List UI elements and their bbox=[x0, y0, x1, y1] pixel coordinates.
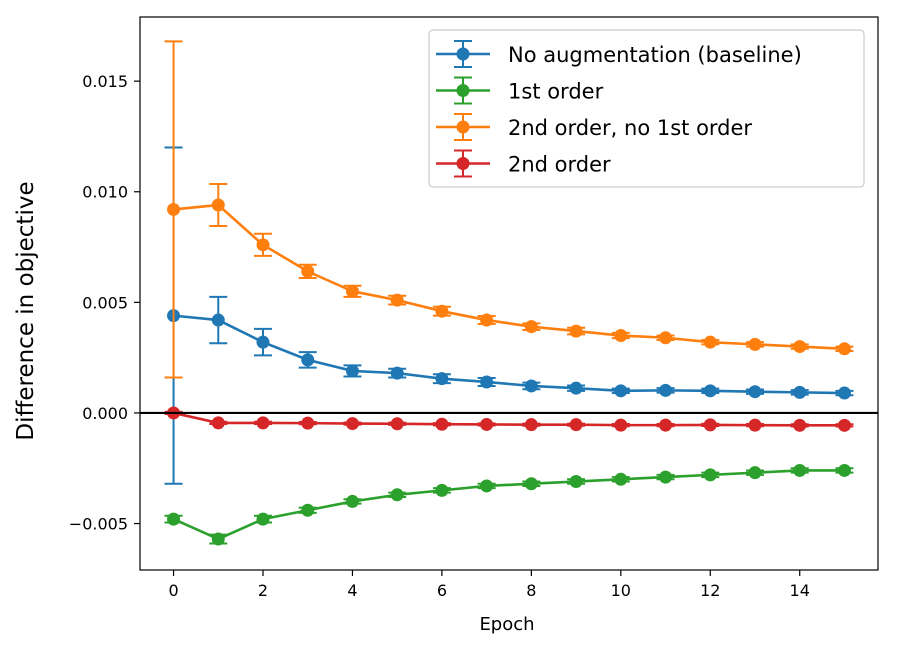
data-point bbox=[256, 416, 270, 430]
data-point bbox=[345, 364, 359, 378]
data-point bbox=[524, 320, 538, 334]
data-point bbox=[837, 418, 851, 432]
data-point bbox=[390, 417, 404, 431]
data-point bbox=[569, 418, 583, 432]
data-point bbox=[390, 366, 404, 380]
series-2nd-order bbox=[164, 406, 854, 432]
legend-label: 2nd order, no 1st order bbox=[508, 116, 752, 140]
legend-marker bbox=[456, 47, 470, 61]
data-point bbox=[256, 335, 270, 349]
data-point bbox=[301, 353, 315, 367]
data-point bbox=[211, 198, 225, 212]
y-tick-label: 0.010 bbox=[82, 183, 128, 202]
y-axis-label: Difference in objective bbox=[13, 181, 39, 440]
data-point bbox=[614, 418, 628, 432]
data-point bbox=[837, 386, 851, 400]
data-point bbox=[748, 337, 762, 351]
data-point bbox=[659, 470, 673, 484]
data-point bbox=[167, 202, 181, 216]
data-point bbox=[435, 372, 449, 386]
data-point bbox=[524, 379, 538, 393]
data-point bbox=[256, 512, 270, 526]
data-point bbox=[211, 532, 225, 546]
x-tick-label: 6 bbox=[437, 581, 447, 600]
y-tick-label: −0.005 bbox=[69, 515, 128, 534]
data-point bbox=[524, 418, 538, 432]
data-point bbox=[748, 385, 762, 399]
data-point bbox=[748, 466, 762, 480]
data-point bbox=[569, 381, 583, 395]
y-tick-label: 0.005 bbox=[82, 293, 128, 312]
data-point bbox=[793, 463, 807, 477]
data-point bbox=[793, 340, 807, 354]
x-tick-label: 0 bbox=[168, 581, 178, 600]
series-2nd-order-no-1st-order bbox=[164, 40, 854, 379]
data-point bbox=[301, 503, 315, 517]
legend: No augmentation (baseline) 1st order 2nd o… bbox=[428, 29, 865, 188]
data-point bbox=[524, 477, 538, 491]
data-point bbox=[659, 418, 673, 432]
x-tick-label: 4 bbox=[347, 581, 357, 600]
data-point bbox=[659, 383, 673, 397]
data-point bbox=[614, 472, 628, 486]
series-line bbox=[173, 314, 845, 395]
axis-ticks: 0 2 4 6 8 10 12 14 −0.005 0.000 0.005 0.010 0.015 bbox=[69, 72, 810, 600]
legend-label: No augmentation (baseline) bbox=[508, 43, 802, 67]
legend-label: 1st order bbox=[508, 80, 604, 104]
y-tick-label: 0.015 bbox=[82, 72, 128, 91]
plot-marks bbox=[164, 40, 854, 546]
data-point bbox=[703, 335, 717, 349]
data-point bbox=[211, 313, 225, 327]
data-point bbox=[703, 384, 717, 398]
data-point bbox=[703, 468, 717, 482]
x-axis-label: Epoch bbox=[479, 614, 534, 635]
series-line bbox=[173, 411, 845, 427]
data-point bbox=[256, 238, 270, 252]
data-point bbox=[435, 483, 449, 497]
legend-marker bbox=[456, 84, 470, 97]
data-point bbox=[837, 463, 851, 477]
data-point bbox=[659, 331, 673, 345]
legend-marker bbox=[456, 120, 470, 134]
data-point bbox=[301, 264, 315, 278]
data-point bbox=[480, 313, 494, 327]
data-point bbox=[435, 304, 449, 318]
data-point bbox=[569, 475, 583, 489]
data-point bbox=[167, 512, 181, 526]
data-point bbox=[390, 488, 404, 502]
data-point bbox=[480, 375, 494, 389]
data-point bbox=[793, 418, 807, 432]
data-point bbox=[614, 384, 628, 398]
data-point bbox=[345, 284, 359, 298]
data-point bbox=[569, 324, 583, 338]
series-line bbox=[173, 203, 845, 351]
legend-marker bbox=[456, 157, 470, 170]
data-point bbox=[480, 479, 494, 493]
x-tick-label: 10 bbox=[611, 581, 631, 600]
series-line bbox=[173, 469, 845, 541]
data-point bbox=[345, 417, 359, 431]
data-point bbox=[793, 385, 807, 399]
data-point bbox=[480, 417, 494, 431]
data-point bbox=[435, 417, 449, 431]
x-tick-label: 12 bbox=[700, 581, 720, 600]
data-point bbox=[211, 416, 225, 430]
x-tick-label: 8 bbox=[526, 581, 536, 600]
plot-frame bbox=[139, 16, 879, 571]
y-tick-label: 0.000 bbox=[82, 404, 128, 423]
data-point bbox=[837, 342, 851, 356]
legend-box bbox=[428, 29, 865, 188]
legend-label: 2nd order bbox=[508, 153, 611, 177]
series-1st-order bbox=[164, 463, 854, 546]
data-point bbox=[703, 418, 717, 432]
data-point bbox=[748, 418, 762, 432]
x-tick-label: 2 bbox=[258, 581, 268, 600]
data-point bbox=[614, 329, 628, 343]
data-point bbox=[301, 416, 315, 430]
data-point bbox=[345, 494, 359, 508]
data-point bbox=[390, 293, 404, 307]
x-tick-label: 14 bbox=[790, 581, 810, 600]
